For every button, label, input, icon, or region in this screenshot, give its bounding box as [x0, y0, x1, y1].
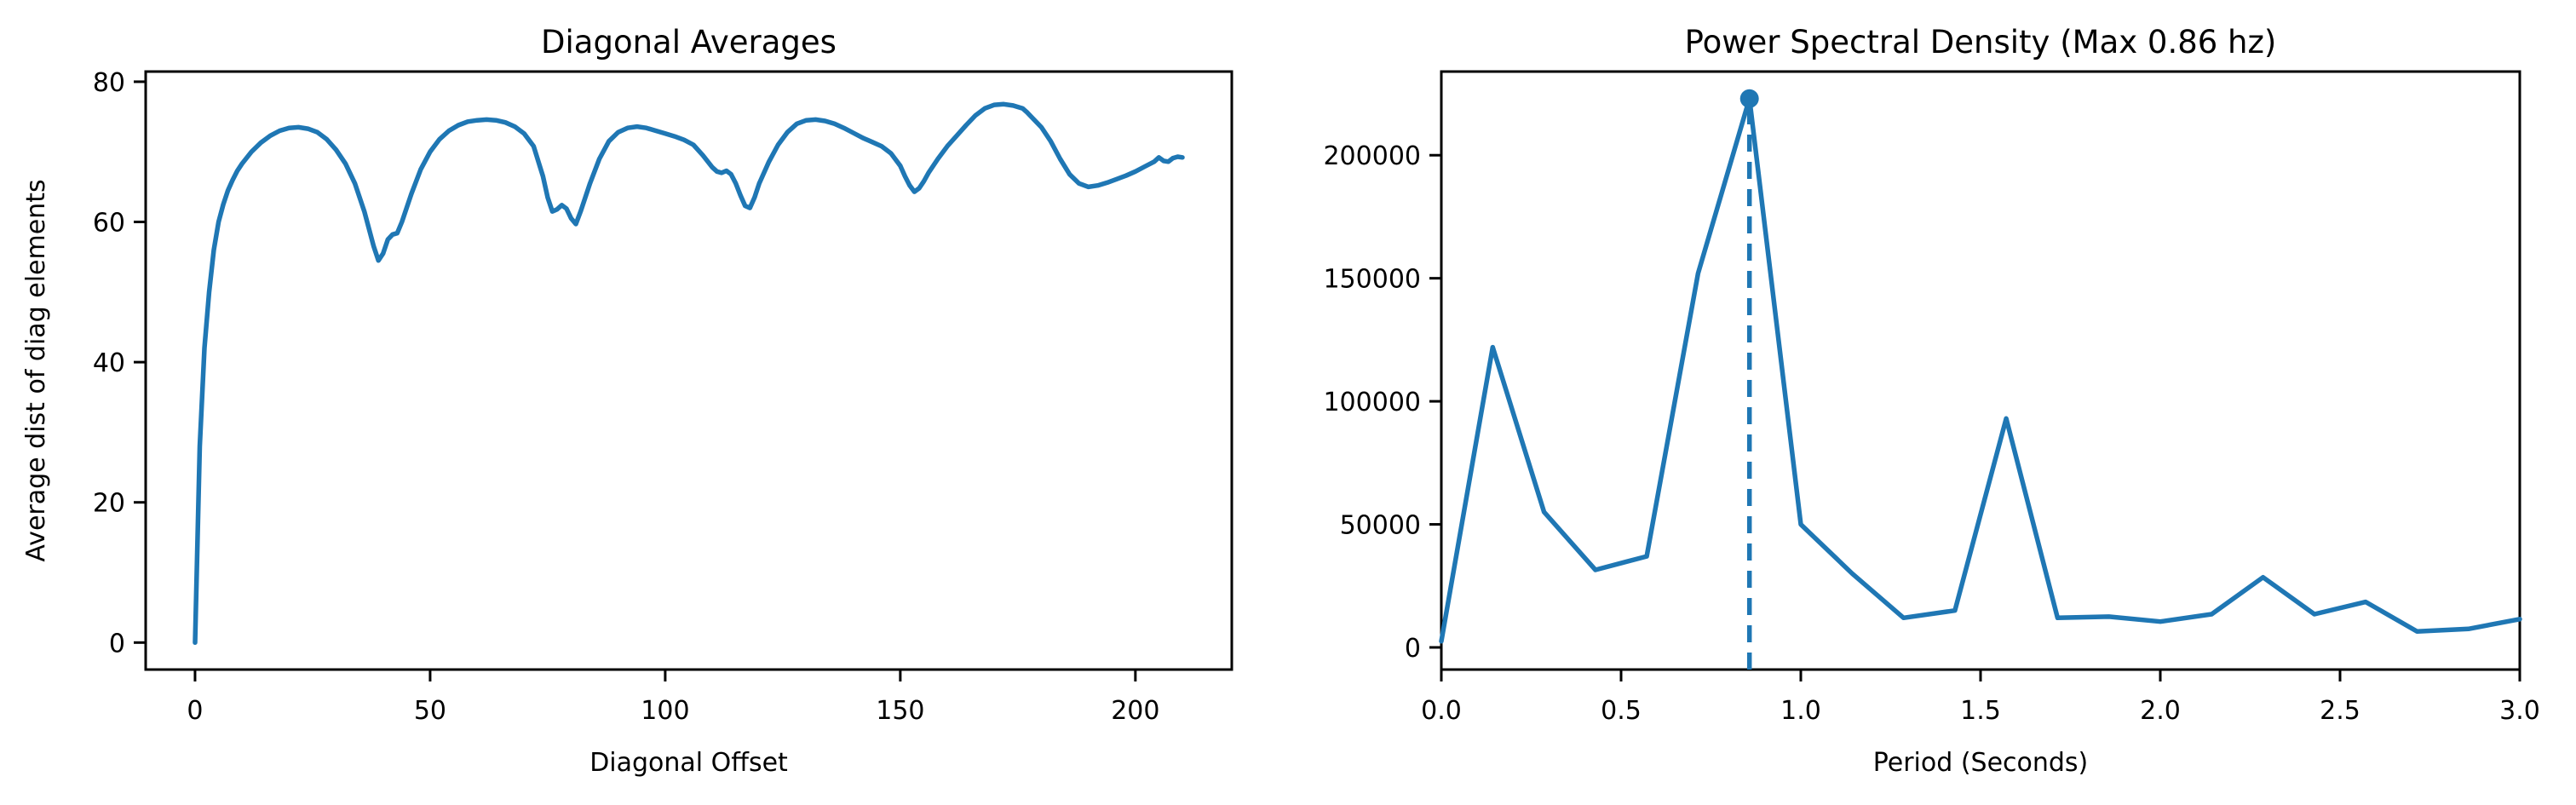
x-tick-label: 0.0 — [1421, 696, 1462, 726]
x-tick-label: 150 — [876, 696, 924, 726]
x-tick-label: 1.5 — [1960, 696, 2001, 726]
y-tick-label: 100000 — [1323, 388, 1421, 417]
left-chart-title: Diagonal Averages — [541, 24, 837, 60]
y-tick-label: 150000 — [1323, 265, 1421, 295]
x-tick-label: 200 — [1111, 696, 1159, 726]
y-tick-label: 0 — [109, 629, 125, 658]
left-chart-ylabel: Average dist of diag elements — [21, 179, 51, 561]
right-chart-xlabel: Period (Seconds) — [1873, 748, 2089, 778]
x-tick-label: 50 — [414, 696, 446, 726]
y-tick-label: 20 — [93, 489, 125, 519]
y-tick-label: 80 — [93, 68, 125, 98]
right-chart-title: Power Spectral Density (Max 0.86 hz) — [1685, 24, 2277, 60]
power-spectral-density-chart: 0.0 0.5 1.0 1.5 2.0 2.5 3.0 0 50000 100000 150000 2… — [1323, 70, 2540, 726]
x-tick-label: 2.0 — [2140, 696, 2181, 726]
x-tick-label: 0.5 — [1601, 696, 1642, 726]
y-tick-label: 60 — [93, 209, 125, 239]
max-point-marker — [1739, 89, 1759, 108]
diagonal-averages-chart: 0 50 100 150 200 0 20 40 60 80 — [93, 68, 1233, 726]
x-tick-label: 0 — [187, 696, 203, 726]
left-chart-xlabel: Diagonal Offset — [589, 748, 788, 778]
x-tick-label: 1.0 — [1780, 696, 1821, 726]
y-tick-label: 50000 — [1340, 511, 1421, 541]
x-tick-label: 100 — [641, 696, 689, 726]
y-tick-label: 200000 — [1323, 141, 1421, 171]
y-tick-label: 40 — [93, 348, 125, 378]
data-line — [193, 101, 1185, 646]
axes-spines — [144, 70, 1233, 671]
axes-spines — [1440, 70, 2521, 671]
y-tick-label: 0 — [1405, 634, 1421, 664]
x-tick-label: 2.5 — [2320, 696, 2360, 726]
data-line — [1439, 96, 2522, 644]
x-tick-label: 3.0 — [2499, 696, 2540, 726]
